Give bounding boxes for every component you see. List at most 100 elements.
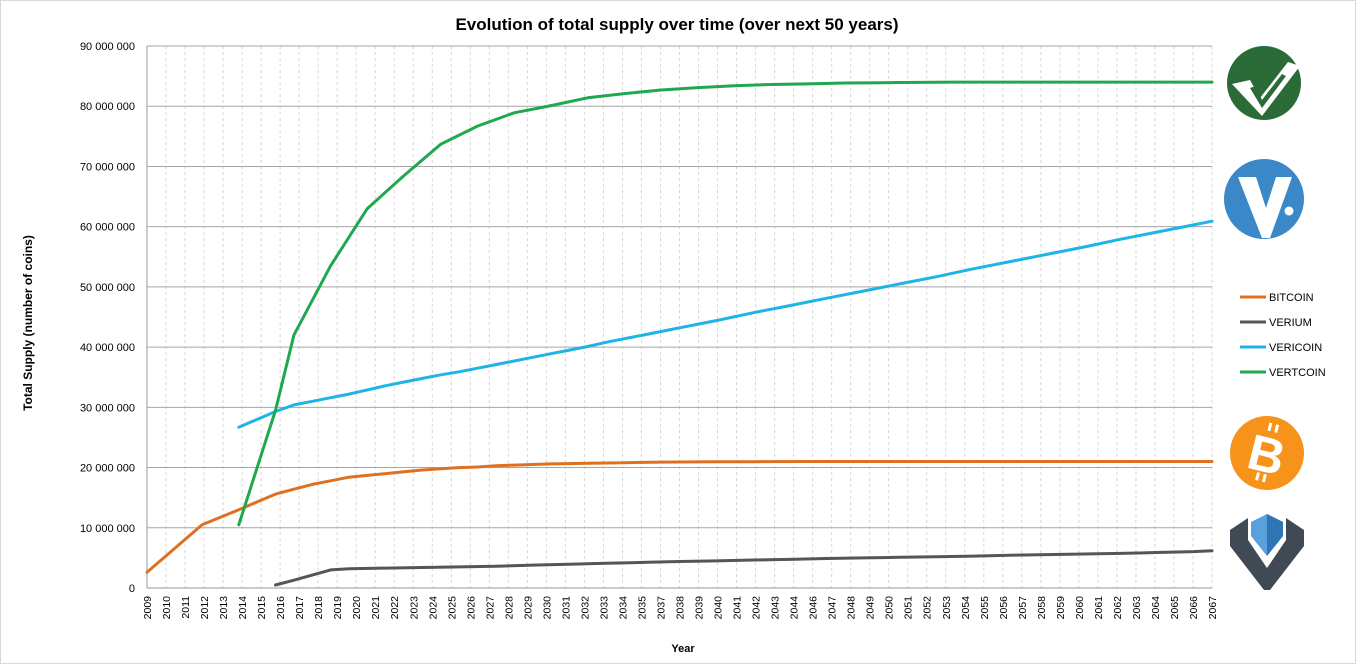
vericoin-dot-small-icon bbox=[1264, 185, 1270, 191]
x-tick-label: 2058 bbox=[1036, 596, 1048, 620]
x-tick-label: 2065 bbox=[1169, 596, 1181, 620]
bitcoin-bar-bottom2-icon bbox=[1261, 473, 1267, 483]
x-tick-label: 2051 bbox=[903, 596, 915, 620]
vertical-gridlines bbox=[165, 46, 1213, 588]
x-tick-label: 2063 bbox=[1131, 596, 1143, 620]
x-tick-labels: 2009 2010 2011 2012 2013 2014 2015 2016 2017 2018… bbox=[142, 596, 1219, 620]
x-tick-label: 2049 bbox=[865, 596, 877, 620]
legend-label-verium: VERIUM bbox=[1269, 317, 1312, 329]
x-tick-label: 2014 bbox=[237, 596, 249, 620]
series-line-verium bbox=[274, 549, 1214, 587]
x-tick-label: 2060 bbox=[1074, 596, 1086, 620]
vertcoin-check-inner-icon bbox=[1250, 74, 1286, 108]
verium-v-icon bbox=[1230, 518, 1304, 590]
legend-label-vertcoin: VERTCOIN bbox=[1269, 367, 1326, 379]
x-tick-label: 2010 bbox=[161, 596, 173, 620]
x-tick-label: 2057 bbox=[1017, 596, 1029, 620]
x-tick-label: 2027 bbox=[484, 596, 496, 620]
y-tick-label: 70 000 000 bbox=[80, 161, 135, 173]
x-tick-label: 2066 bbox=[1188, 596, 1200, 620]
x-tick-label: 2067 bbox=[1207, 596, 1219, 620]
y-axis-label: Total Supply (number of coins) bbox=[21, 235, 35, 411]
bitcoin-logo: B bbox=[1230, 416, 1304, 490]
x-tick-label: 2056 bbox=[998, 596, 1010, 620]
x-tick-label: 2064 bbox=[1150, 596, 1162, 620]
x-tick-label: 2055 bbox=[979, 596, 991, 620]
y-tick-label: 40 000 000 bbox=[80, 342, 135, 354]
vericoin-logo bbox=[1224, 159, 1304, 239]
verium-diamond-shade-icon bbox=[1267, 514, 1283, 556]
x-tick-label: 2035 bbox=[636, 596, 648, 620]
bitcoin-logo-circle bbox=[1230, 416, 1304, 490]
y-tick-label: 90 000 000 bbox=[80, 41, 135, 53]
legend-label-bitcoin: BITCOIN bbox=[1269, 292, 1314, 304]
verium-logo bbox=[1230, 514, 1304, 590]
x-tick-label: 2034 bbox=[617, 596, 629, 620]
x-tick-label: 2026 bbox=[465, 596, 477, 620]
horizontal-gridlines bbox=[146, 45, 1212, 589]
x-axis-label: Year bbox=[671, 643, 695, 655]
x-tick-label: 2054 bbox=[960, 596, 972, 620]
bitcoin-bar-bottom-icon bbox=[1255, 472, 1260, 481]
y-tick-label: 80 000 000 bbox=[80, 101, 135, 113]
y-tick-label: 20 000 000 bbox=[80, 463, 135, 475]
x-tick-label: 2028 bbox=[503, 596, 515, 620]
x-tick-label: 2021 bbox=[370, 596, 382, 620]
vertcoin-logo bbox=[1227, 46, 1301, 120]
x-tick-label: 2030 bbox=[541, 596, 553, 620]
bitcoin-bar-top-icon bbox=[1267, 422, 1273, 432]
x-tick-label: 2017 bbox=[294, 596, 306, 620]
series-line-vertcoin bbox=[237, 80, 1214, 527]
vericoin-v-icon bbox=[1238, 177, 1292, 238]
chart-title: Evolution of total supply over time (ove… bbox=[455, 15, 898, 34]
series-line-vericoin bbox=[237, 219, 1214, 429]
x-tick-label: 2042 bbox=[751, 596, 763, 620]
x-tick-label: 2011 bbox=[180, 596, 192, 619]
legend-label-vericoin: VERICOIN bbox=[1269, 342, 1322, 354]
x-tick-label: 2032 bbox=[579, 596, 591, 620]
x-tick-label: 2012 bbox=[199, 596, 211, 620]
x-tick-label: 2037 bbox=[655, 596, 667, 620]
x-tick-label: 2052 bbox=[922, 596, 934, 620]
legend: BITCOIN VERIUM VERICOIN VERTCOIN bbox=[1240, 292, 1326, 379]
x-tick-label: 2041 bbox=[732, 596, 744, 620]
x-tick-label: 2013 bbox=[218, 596, 230, 620]
series-line-bitcoin bbox=[145, 460, 1214, 574]
y-tick-label: 30 000 000 bbox=[80, 402, 135, 414]
vertcoin-logo-circle bbox=[1227, 46, 1301, 120]
y-tick-label: 50 000 000 bbox=[80, 282, 135, 294]
x-tick-label: 2029 bbox=[522, 596, 534, 620]
x-tick-label: 2047 bbox=[827, 596, 839, 620]
x-tick-label: 2062 bbox=[1112, 596, 1124, 620]
x-tick-label: 2053 bbox=[941, 596, 953, 620]
x-tick-label: 2020 bbox=[351, 596, 363, 620]
x-tick-label: 2050 bbox=[884, 596, 896, 620]
x-tick-label: 2038 bbox=[675, 596, 687, 620]
x-tick-label: 2025 bbox=[446, 596, 458, 620]
x-tick-label: 2019 bbox=[332, 596, 344, 620]
x-tick-label: 2033 bbox=[598, 596, 610, 620]
x-tick-label: 2023 bbox=[408, 596, 420, 620]
x-tick-label: 2031 bbox=[560, 596, 572, 620]
x-tick-label: 2061 bbox=[1093, 596, 1105, 620]
x-tick-label: 2016 bbox=[275, 596, 287, 620]
x-tick-label: 2048 bbox=[846, 596, 858, 620]
series-lines bbox=[145, 80, 1214, 587]
x-tick-label: 2018 bbox=[313, 596, 325, 620]
x-tick-label: 2043 bbox=[770, 596, 782, 620]
x-tick-label: 2046 bbox=[808, 596, 820, 620]
y-tick-label: 0 bbox=[129, 583, 135, 595]
x-tick-label: 2044 bbox=[789, 596, 801, 620]
x-tick-label: 2022 bbox=[389, 596, 401, 620]
x-tick-label: 2059 bbox=[1055, 596, 1067, 620]
x-tick-label: 2015 bbox=[256, 596, 268, 620]
x-tick-label: 2039 bbox=[694, 596, 706, 620]
y-tick-label: 10 000 000 bbox=[80, 523, 135, 535]
vericoin-dot-icon bbox=[1284, 206, 1294, 216]
x-tick-label: 2009 bbox=[142, 596, 154, 620]
y-tick-labels: 0 10 000 000 20 000 000 30 000 000 40 000 00… bbox=[80, 41, 135, 595]
bitcoin-bar-top2-icon bbox=[1274, 424, 1280, 433]
x-tick-label: 2024 bbox=[427, 596, 439, 620]
x-tick-label: 2040 bbox=[713, 596, 725, 620]
